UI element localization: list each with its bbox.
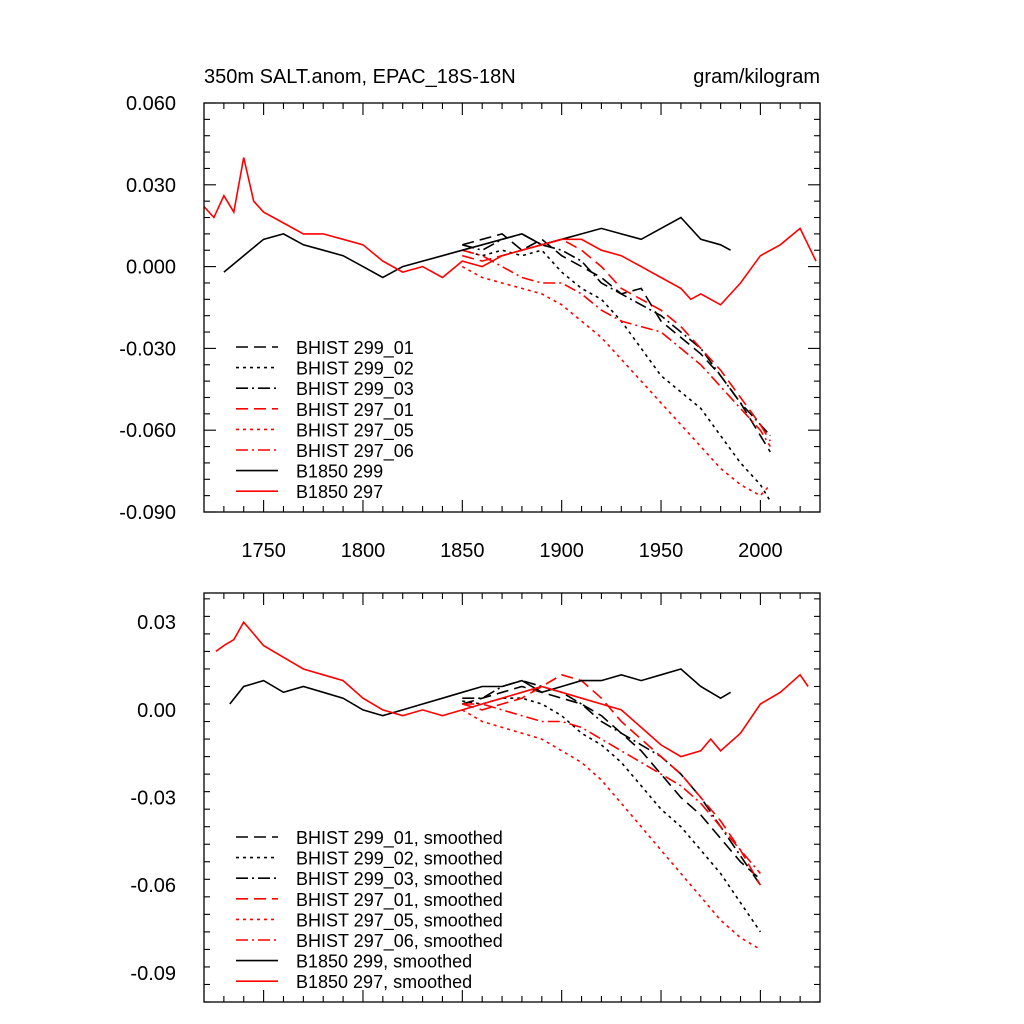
series-line-2 bbox=[462, 697, 762, 933]
legend-label: BHIST 297_01, smoothed bbox=[296, 890, 503, 911]
legend-label: BHIST 299_02, smoothed bbox=[296, 849, 503, 870]
series-line-4 bbox=[462, 673, 762, 886]
plot-frame-top bbox=[203, 102, 821, 513]
series-line-6 bbox=[462, 703, 762, 875]
chart-units: gram/kilogram bbox=[693, 66, 820, 88]
x-tick-label: 1900 bbox=[539, 540, 584, 562]
y-tick-label: -0.09 bbox=[130, 963, 176, 985]
x-tick-label: 1950 bbox=[639, 540, 684, 562]
legend-label: B1850 297 bbox=[296, 482, 383, 502]
bottom-panel: 0.03 0.00 -0.03 -0.06 -0.09 BHIST 299_01, sm… bbox=[130, 592, 821, 1003]
plot-lines-top bbox=[203, 157, 817, 502]
top-panel: 350m SALT.anom, EPAC_18S-18N gram/kilogr… bbox=[119, 66, 821, 562]
y-tick-label: -0.03 bbox=[130, 788, 176, 810]
legend-label: BHIST 299_03 bbox=[296, 379, 414, 400]
legend-label: BHIST 299_01 bbox=[296, 338, 414, 359]
y-tick-label: 0.060 bbox=[126, 93, 176, 115]
legend-label: B1850 297, smoothed bbox=[296, 972, 472, 992]
y-tick-label: -0.06 bbox=[130, 875, 176, 897]
y-tick-label: -0.090 bbox=[119, 502, 176, 524]
legend-label: B1850 299 bbox=[296, 462, 383, 482]
y-tick-label: -0.060 bbox=[119, 420, 176, 442]
plot-frame-bottom bbox=[203, 592, 821, 1003]
legend-label: B1850 299, smoothed bbox=[296, 952, 472, 972]
legend-label: BHIST 299_03, smoothed bbox=[296, 869, 503, 890]
series-line-8 bbox=[215, 620, 809, 758]
series-line-6 bbox=[462, 249, 771, 448]
y-tick-label: 0.000 bbox=[126, 257, 176, 279]
x-tick-label: 2000 bbox=[738, 540, 783, 562]
axis-ticks-bottom: 0.03 0.00 -0.03 -0.06 -0.09 bbox=[130, 593, 820, 1003]
legend-label: BHIST 297_01 bbox=[296, 400, 414, 421]
plot-lines-bottom bbox=[215, 620, 809, 951]
legend-label: BHIST 299_02 bbox=[296, 359, 414, 380]
series-line-7 bbox=[223, 216, 731, 279]
y-tick-label: -0.030 bbox=[119, 338, 176, 360]
series-line-5 bbox=[461, 265, 771, 497]
y-tick-label: 0.03 bbox=[137, 612, 176, 634]
y-tick-label: 0.030 bbox=[126, 175, 176, 197]
series-line-1 bbox=[462, 685, 761, 880]
x-tick-label: 1800 bbox=[341, 540, 386, 562]
axis-ticks-top: 1750 1800 1850 1900 1950 2000 0.060 0.030 0.000 -… bbox=[119, 93, 820, 562]
series-line-1 bbox=[462, 233, 771, 453]
legend-label: BHIST 297_05 bbox=[296, 420, 414, 441]
legend-label: BHIST 297_06 bbox=[296, 441, 414, 462]
series-line-3 bbox=[462, 233, 771, 437]
legend-label: BHIST 297_06, smoothed bbox=[296, 931, 503, 952]
x-tick-label: 1850 bbox=[440, 540, 485, 562]
y-tick-label: 0.00 bbox=[137, 700, 176, 722]
chart-title: 350m SALT.anom, EPAC_18S-18N bbox=[204, 66, 516, 88]
x-tick-label: 1750 bbox=[241, 540, 286, 562]
legend-label: BHIST 297_05, smoothed bbox=[296, 910, 503, 931]
series-line-7 bbox=[229, 668, 732, 717]
series-line-8 bbox=[203, 157, 817, 306]
legend-label: BHIST 299_01, smoothed bbox=[296, 828, 503, 849]
